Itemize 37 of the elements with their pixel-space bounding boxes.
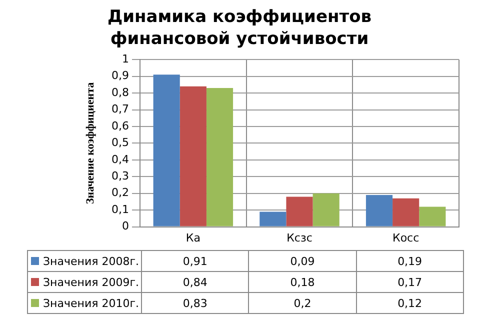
bar (419, 206, 446, 226)
y-tick-label: 0,7 (112, 102, 129, 116)
y-axis-title: Значение коэффициента (84, 82, 96, 204)
x-tick-label: Ка (186, 231, 200, 244)
bar (153, 74, 180, 226)
y-tick-label: 0,2 (112, 186, 129, 200)
data-label: 0,84 (142, 272, 249, 292)
data-label: 0,91 (142, 250, 249, 272)
data-label: 0,2 (248, 292, 356, 314)
legend-label: Значения 2009г. (43, 276, 139, 288)
data-label: 0,19 (356, 250, 464, 272)
data-label: 0,83 (142, 292, 249, 314)
y-tick-label: 0,5 (112, 136, 129, 150)
y-tick-label: 0,8 (112, 86, 129, 99)
y-tick-label: 0,9 (112, 69, 129, 82)
bar (206, 88, 234, 226)
y-tick-label: 0,3 (112, 170, 129, 182)
y-tick-label: 0,1 (112, 202, 129, 216)
bar (312, 193, 340, 226)
chart-title: Динамика коэффициентов финансовой устойчивости (106, 6, 373, 50)
y-tick-label: 0,6 (112, 119, 129, 132)
x-tick-label: Косс (392, 231, 420, 244)
bar (366, 195, 393, 226)
y-tick-label: 0,4 (112, 152, 129, 166)
legend-label: Значения 2010г. (43, 296, 139, 310)
y-tick-label: 0 (122, 220, 129, 233)
data-label: 0,17 (356, 272, 464, 292)
legend-label: Значения 2008г. (43, 254, 139, 268)
data-label: 0,12 (356, 292, 464, 314)
bar (260, 212, 286, 226)
bar (286, 196, 313, 226)
bar (180, 86, 206, 226)
data-label: 0,18 (248, 272, 356, 292)
y-tick-label: 1 (122, 52, 129, 66)
x-tick-label: Ксзс (286, 231, 312, 244)
data-label: 0,09 (248, 250, 356, 272)
bar (392, 198, 420, 226)
